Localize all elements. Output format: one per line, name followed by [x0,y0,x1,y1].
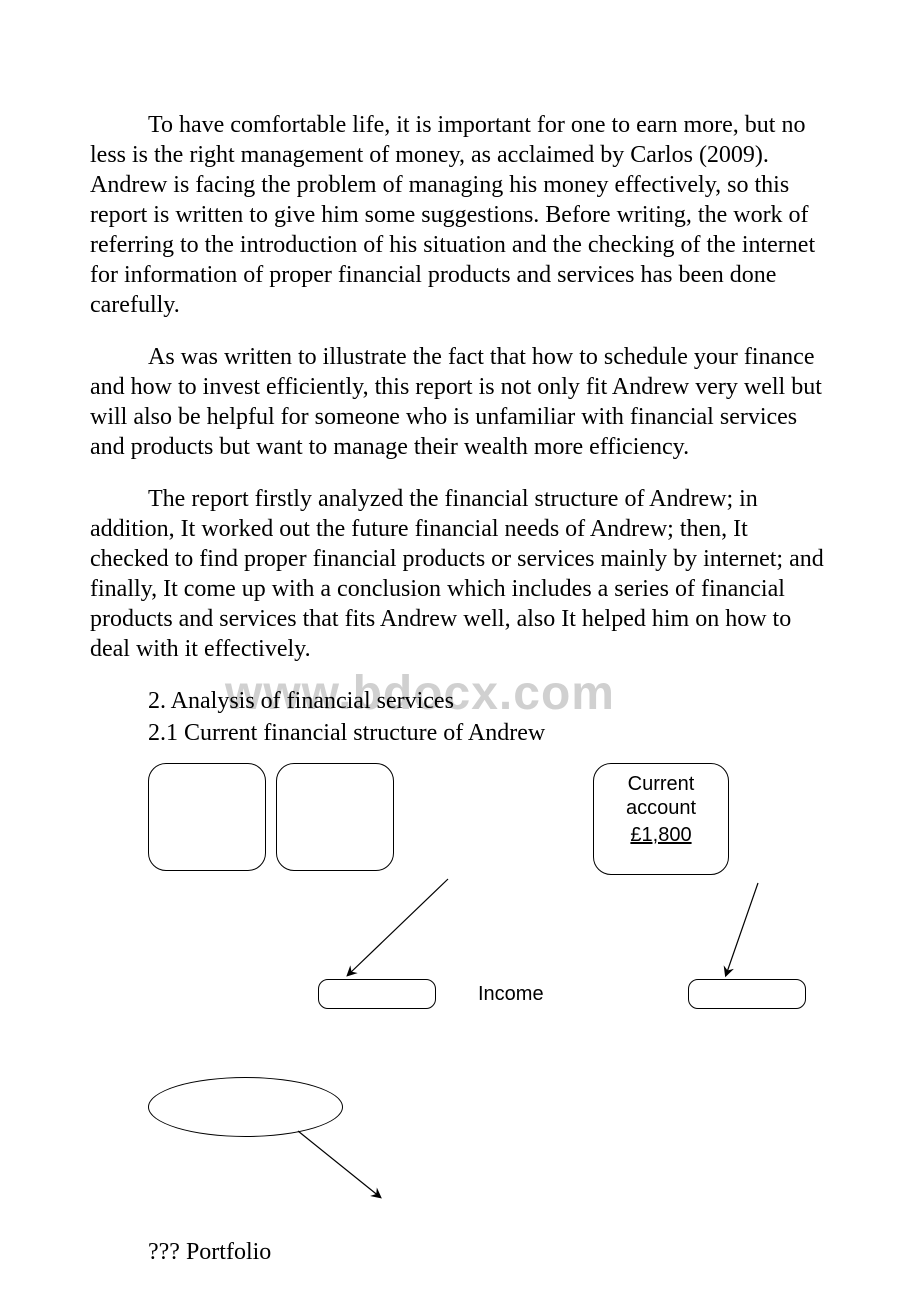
financial-structure-diagram: Current account £1,800 Income [148,751,888,1231]
diagram-small-box-1 [318,979,436,1009]
portfolio-label: ??? Portfolio [148,1239,830,1266]
section-2-1-heading: 2.1 Current financial structure of Andre… [148,717,830,751]
current-account-value: £1,800 [594,820,728,847]
arrow-2 [726,883,758,975]
diagram-box-1 [148,763,266,871]
arrow-3 [298,1131,380,1197]
diagram-box-current-account: Current account £1,800 [593,763,729,875]
arrow-1 [348,879,448,975]
income-label: Income [478,983,544,1006]
diagram-box-2 [276,763,394,871]
paragraph-2: As was written to illustrate the fact th… [90,342,830,462]
diagram-ellipse [148,1077,343,1137]
diagram-small-box-2 [688,979,806,1009]
current-account-label: Current account [594,764,728,820]
section-2-heading: 2. Analysis of financial services [148,686,830,717]
paragraph-3: The report firstly analyzed the financia… [90,484,830,664]
paragraph-1: To have comfortable life, it is importan… [90,110,830,320]
